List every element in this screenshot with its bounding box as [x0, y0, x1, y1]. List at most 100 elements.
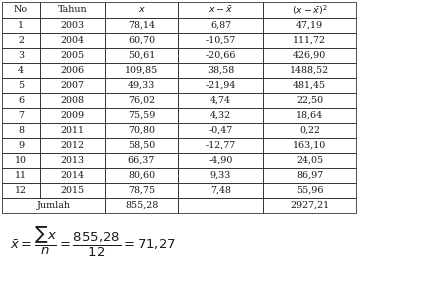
Bar [40, 18, 105, 33]
Text: $x$: $x$ [137, 5, 146, 15]
Text: $x - \bar{x}$: $x - \bar{x}$ [208, 5, 233, 16]
Bar [2, 63, 40, 78]
Text: 2013: 2013 [61, 156, 85, 165]
Text: -10,57: -10,57 [205, 36, 236, 45]
Bar [2, 183, 40, 198]
Text: 8: 8 [18, 126, 24, 135]
Bar [40, 48, 105, 63]
Text: -21,94: -21,94 [205, 81, 236, 90]
Text: 2008: 2008 [61, 96, 85, 105]
Text: 163,10: 163,10 [293, 141, 326, 150]
Bar [263, 33, 356, 48]
Text: 111,72: 111,72 [293, 36, 326, 45]
Text: 855,28: 855,28 [125, 201, 158, 210]
Bar [263, 18, 356, 33]
Bar [178, 93, 263, 108]
Bar [105, 138, 178, 153]
Text: 4: 4 [18, 66, 24, 75]
Bar [2, 153, 40, 168]
Text: 9: 9 [18, 141, 24, 150]
Bar [178, 168, 263, 183]
Bar [40, 108, 105, 123]
Text: 60,70: 60,70 [128, 36, 155, 45]
Text: 2004: 2004 [61, 36, 85, 45]
Bar [40, 78, 105, 93]
Bar [263, 63, 356, 78]
Text: 7: 7 [18, 111, 24, 120]
Bar [178, 33, 263, 48]
Bar [105, 153, 178, 168]
Text: 70,80: 70,80 [128, 126, 155, 135]
Bar [2, 93, 40, 108]
Bar [2, 18, 40, 33]
Text: 24,05: 24,05 [296, 156, 323, 165]
Text: 49,33: 49,33 [128, 81, 155, 90]
Bar [263, 48, 356, 63]
Text: 4,32: 4,32 [210, 111, 231, 120]
Text: Tahun: Tahun [58, 5, 87, 15]
Bar [105, 198, 178, 213]
Text: No: No [14, 5, 28, 15]
Bar [263, 183, 356, 198]
Text: 4,74: 4,74 [210, 96, 231, 105]
Text: 1: 1 [18, 21, 24, 30]
Bar [105, 183, 178, 198]
Bar [178, 78, 263, 93]
Text: 2: 2 [18, 36, 24, 45]
Bar [105, 123, 178, 138]
Text: 75,59: 75,59 [128, 111, 155, 120]
Bar [178, 138, 263, 153]
Text: 58,50: 58,50 [128, 141, 155, 150]
Text: -20,66: -20,66 [205, 51, 236, 60]
Text: 12: 12 [15, 186, 27, 195]
Bar [105, 93, 178, 108]
Bar [105, 33, 178, 48]
Bar [178, 108, 263, 123]
Text: 3: 3 [18, 51, 24, 60]
Text: 2005: 2005 [61, 51, 85, 60]
Bar [263, 198, 356, 213]
Bar [263, 2, 356, 18]
Bar [263, 168, 356, 183]
Bar [263, 153, 356, 168]
Bar [105, 78, 178, 93]
Bar [2, 108, 40, 123]
Text: 6,87: 6,87 [210, 21, 231, 30]
Bar [2, 123, 40, 138]
Text: 11: 11 [15, 171, 27, 180]
Bar [178, 18, 263, 33]
Text: -4,90: -4,90 [208, 156, 233, 165]
Text: Jumlah: Jumlah [37, 201, 71, 210]
Text: 2012: 2012 [61, 141, 85, 150]
Text: 426,90: 426,90 [293, 51, 326, 60]
Text: 2003: 2003 [61, 21, 85, 30]
Text: 2007: 2007 [61, 81, 85, 90]
Bar [2, 48, 40, 63]
Text: 55,96: 55,96 [296, 186, 323, 195]
Bar [263, 108, 356, 123]
Text: 9,33: 9,33 [210, 171, 231, 180]
Bar [40, 138, 105, 153]
Bar [105, 168, 178, 183]
Text: 5: 5 [18, 81, 24, 90]
Text: 22,50: 22,50 [296, 96, 323, 105]
Bar [40, 123, 105, 138]
Text: 1488,52: 1488,52 [290, 66, 329, 75]
Bar [40, 168, 105, 183]
Bar [2, 78, 40, 93]
Text: 0,22: 0,22 [299, 126, 320, 135]
Text: $(x - \bar{x})^2$: $(x - \bar{x})^2$ [292, 3, 327, 17]
Text: 38,58: 38,58 [207, 66, 234, 75]
Bar [263, 78, 356, 93]
Bar [263, 123, 356, 138]
Bar [2, 138, 40, 153]
Text: 2009: 2009 [61, 111, 85, 120]
Text: 10: 10 [15, 156, 27, 165]
Bar [105, 63, 178, 78]
Bar [178, 153, 263, 168]
Bar [105, 48, 178, 63]
Text: 2927,21: 2927,21 [290, 201, 329, 210]
Text: -12,77: -12,77 [205, 141, 235, 150]
Bar [2, 2, 40, 18]
Text: 2011: 2011 [61, 126, 85, 135]
